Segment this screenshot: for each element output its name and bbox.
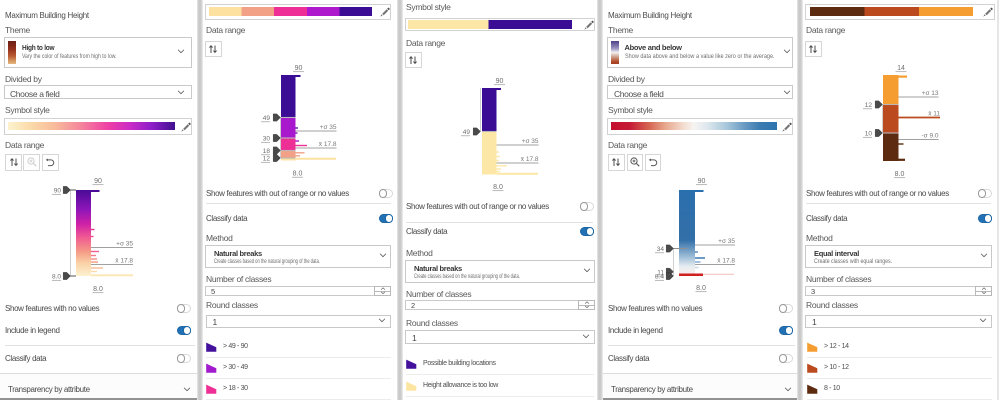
svg-text:30: 30 — [263, 136, 271, 143]
svg-text:x̄ 17.8: x̄ 17.8 — [521, 156, 539, 163]
svg-text:8.0: 8.0 — [696, 285, 706, 292]
svg-text:x̄ 11: x̄ 11 — [928, 111, 940, 118]
svg-text:x̄ 17.8: x̄ 17.8 — [115, 258, 133, 265]
svg-text:+σ 35: +σ 35 — [718, 238, 735, 245]
svg-text:10: 10 — [865, 131, 873, 138]
svg-text:+σ 35: +σ 35 — [522, 138, 539, 145]
svg-text:90: 90 — [698, 178, 706, 185]
svg-text:49: 49 — [263, 115, 271, 122]
svg-text:x̄ 17.8: x̄ 17.8 — [717, 258, 735, 265]
svg-text:14: 14 — [897, 65, 905, 72]
svg-text:-σ 9.0: -σ 9.0 — [921, 133, 938, 140]
svg-text:+σ 35: +σ 35 — [116, 241, 133, 248]
svg-text:8.4: 8.4 — [655, 274, 664, 281]
svg-text:18: 18 — [263, 148, 271, 155]
svg-text:90: 90 — [54, 188, 62, 195]
svg-text:8.0: 8.0 — [493, 184, 503, 191]
svg-text:+σ 35: +σ 35 — [320, 124, 337, 131]
svg-text:8.0: 8.0 — [293, 171, 303, 178]
svg-text:+σ 13: +σ 13 — [922, 90, 939, 97]
svg-text:90: 90 — [94, 178, 102, 185]
svg-text:12: 12 — [263, 156, 271, 163]
svg-text:12: 12 — [865, 102, 873, 109]
svg-text:90: 90 — [496, 78, 504, 85]
svg-text:90: 90 — [295, 65, 303, 72]
svg-text:49: 49 — [463, 129, 471, 136]
svg-text:8.0: 8.0 — [895, 171, 905, 178]
svg-text:34: 34 — [657, 246, 665, 253]
svg-text:11: 11 — [657, 269, 664, 276]
svg-text:8.0: 8.0 — [93, 286, 103, 293]
svg-text:x̄ 17.8: x̄ 17.8 — [319, 141, 337, 148]
svg-text:8.0: 8.0 — [52, 274, 61, 281]
